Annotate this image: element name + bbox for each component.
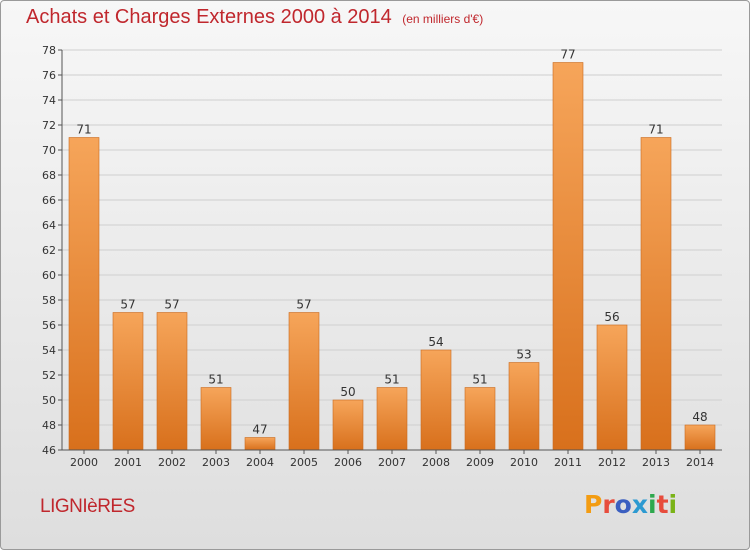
bar-2003 xyxy=(200,387,232,451)
y-tick-label: 68 xyxy=(42,169,56,182)
data-label: 57 xyxy=(164,298,179,312)
bar-2014 xyxy=(684,424,716,451)
x-tick-label: 2011 xyxy=(554,456,582,469)
bar-2006 xyxy=(332,399,364,451)
y-tick-label: 78 xyxy=(42,44,56,57)
x-tick-label: 2003 xyxy=(202,456,230,469)
data-label: 57 xyxy=(120,298,135,312)
bar-2013 xyxy=(640,137,672,451)
data-label: 48 xyxy=(692,410,707,424)
brand-logo: Proxiti xyxy=(584,490,677,519)
data-label: 51 xyxy=(384,373,399,387)
bar-2012 xyxy=(596,324,628,451)
x-tick-label: 2004 xyxy=(246,456,274,469)
x-tick-label: 2009 xyxy=(466,456,494,469)
y-tick-label: 74 xyxy=(42,94,56,107)
bar-2000 xyxy=(68,137,100,451)
y-tick-label: 64 xyxy=(42,219,56,232)
bar-2008 xyxy=(420,349,452,451)
bar-2007 xyxy=(376,387,408,451)
brand-letter: i xyxy=(668,490,678,519)
y-tick-label: 66 xyxy=(42,194,56,207)
data-label: 51 xyxy=(472,373,487,387)
brand-letter: o xyxy=(614,490,632,519)
x-tick-label: 2012 xyxy=(598,456,626,469)
y-tick-label: 54 xyxy=(42,344,56,357)
bar-2011 xyxy=(552,62,584,451)
bar-2004 xyxy=(244,437,276,451)
bar-2001 xyxy=(112,312,144,451)
y-tick-label: 52 xyxy=(42,369,56,382)
bar-2005 xyxy=(288,312,320,451)
brand-letter: r xyxy=(602,490,615,519)
y-tick-label: 76 xyxy=(42,69,56,82)
data-label: 71 xyxy=(648,123,663,137)
data-label: 47 xyxy=(252,423,267,437)
data-label: 71 xyxy=(76,123,91,137)
title-row: Achats et Charges Externes 2000 à 2014 (… xyxy=(26,6,483,29)
y-tick-label: 72 xyxy=(42,119,56,132)
x-tick-label: 2007 xyxy=(378,456,406,469)
data-label: 51 xyxy=(208,373,223,387)
data-label: 57 xyxy=(296,298,311,312)
data-label: 50 xyxy=(340,385,355,399)
x-tick-label: 2001 xyxy=(114,456,142,469)
chart-title: Achats et Charges Externes 2000 à 2014 xyxy=(26,6,392,28)
y-tick-label: 60 xyxy=(42,269,56,282)
location-label: LIGNIèRES xyxy=(40,496,135,517)
data-label: 77 xyxy=(560,48,575,62)
x-tick-label: 2005 xyxy=(290,456,318,469)
bar-2010 xyxy=(508,362,540,451)
bar-2009 xyxy=(464,387,496,451)
bar-2002 xyxy=(156,312,188,451)
axis-layer: 46 48 50 52 54 56 58 60 62 64 66 68 70 72 74 76 78 2000 20… xyxy=(42,44,722,469)
x-tick-label: 2013 xyxy=(642,456,670,469)
brand-letter: i xyxy=(648,490,657,519)
chart-subtitle: (en milliers d'€) xyxy=(402,12,484,26)
data-label: 53 xyxy=(516,348,531,362)
x-tick-label: 2000 xyxy=(70,456,98,469)
brand-letter: P xyxy=(584,490,603,519)
y-tick-label: 46 xyxy=(42,444,56,457)
data-label: 56 xyxy=(604,310,619,324)
brand-letter: t xyxy=(656,490,669,519)
x-tick-label: 2006 xyxy=(334,456,362,469)
y-tick-label: 56 xyxy=(42,319,56,332)
y-tick-label: 70 xyxy=(42,144,56,157)
x-tick-label: 2014 xyxy=(686,456,714,469)
x-tick-label: 2010 xyxy=(510,456,538,469)
bar-layer: 71 57 57 51 47 57 50 51 54 51 53 77 56 71 48 xyxy=(68,48,716,451)
x-tick-label: 2002 xyxy=(158,456,186,469)
y-tick-label: 58 xyxy=(42,294,56,307)
y-tick-label: 48 xyxy=(42,419,56,432)
brand-letter: x xyxy=(631,490,648,519)
x-tick-label: 2008 xyxy=(422,456,450,469)
y-tick-label: 62 xyxy=(42,244,56,257)
data-label: 54 xyxy=(428,335,443,349)
y-tick-label: 50 xyxy=(42,394,56,407)
